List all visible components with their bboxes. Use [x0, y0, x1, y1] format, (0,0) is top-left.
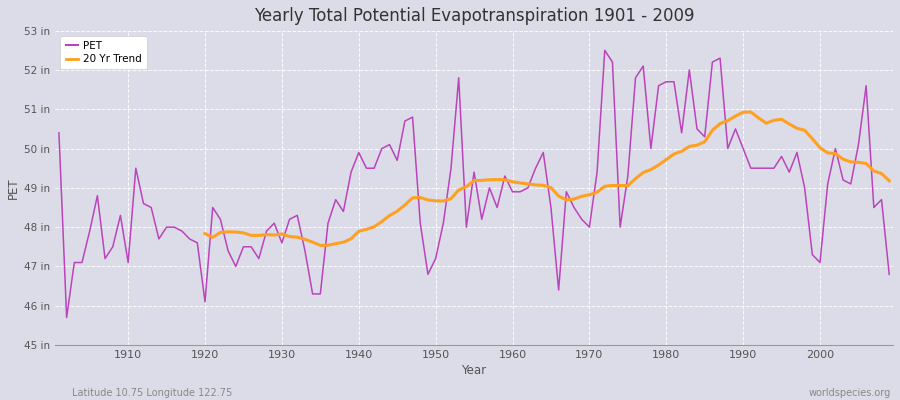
20 Yr Trend — [884, 178, 895, 183]
20 Yr Trend — [599, 184, 610, 189]
Line: PET: PET — [58, 50, 889, 318]
20 Yr Trend — [507, 179, 517, 184]
Line: 20 Yr Trend: 20 Yr Trend — [205, 112, 889, 246]
X-axis label: Year: Year — [462, 364, 487, 377]
PET — [338, 209, 349, 214]
Text: worldspecies.org: worldspecies.org — [809, 388, 891, 398]
PET — [292, 213, 302, 218]
20 Yr Trend — [284, 234, 295, 239]
Text: Latitude 10.75 Longitude 122.75: Latitude 10.75 Longitude 122.75 — [72, 388, 232, 398]
20 Yr Trend — [500, 177, 510, 182]
20 Yr Trend — [330, 241, 341, 246]
PET — [615, 225, 626, 230]
PET — [884, 272, 895, 277]
PET — [122, 260, 133, 265]
PET — [599, 48, 610, 53]
PET — [507, 189, 517, 194]
Legend: PET, 20 Yr Trend: PET, 20 Yr Trend — [60, 36, 148, 70]
Y-axis label: PET: PET — [7, 177, 20, 199]
PET — [53, 130, 64, 135]
Title: Yearly Total Potential Evapotranspiration 1901 - 2009: Yearly Total Potential Evapotranspiratio… — [254, 7, 694, 25]
PET — [61, 315, 72, 320]
PET — [515, 189, 526, 194]
